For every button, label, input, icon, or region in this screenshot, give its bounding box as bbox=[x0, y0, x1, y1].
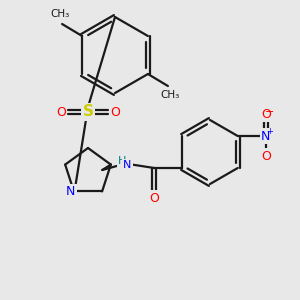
Text: O: O bbox=[110, 106, 120, 118]
Text: N: N bbox=[261, 130, 270, 142]
Text: O: O bbox=[56, 106, 66, 118]
Text: N: N bbox=[123, 160, 131, 170]
Text: O: O bbox=[261, 107, 271, 121]
Text: S: S bbox=[82, 104, 94, 119]
Text: H: H bbox=[118, 156, 127, 166]
Text: N: N bbox=[66, 185, 76, 198]
Text: −: − bbox=[265, 107, 274, 117]
Text: O: O bbox=[149, 191, 159, 205]
Text: CH₃: CH₃ bbox=[50, 9, 70, 19]
Text: +: + bbox=[266, 127, 273, 136]
Text: CH₃: CH₃ bbox=[160, 90, 179, 100]
Text: O: O bbox=[261, 149, 271, 163]
